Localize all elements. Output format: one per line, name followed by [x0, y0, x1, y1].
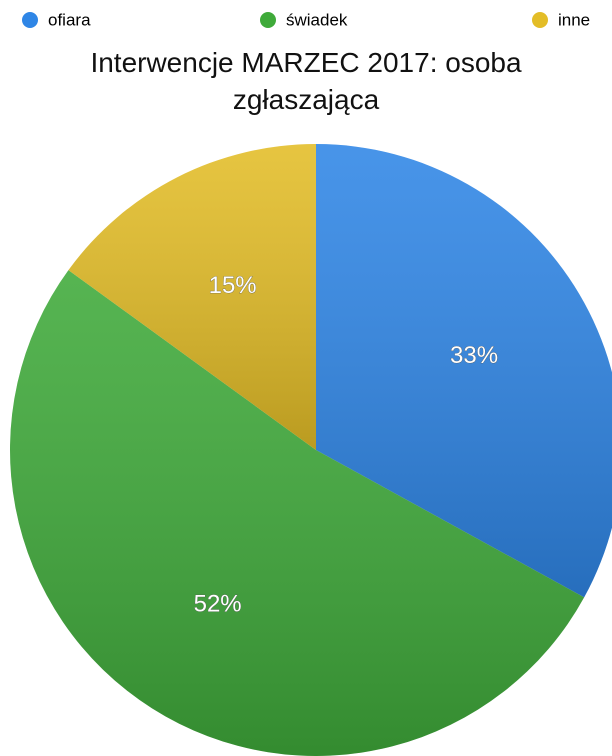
slice-label: 15%: [209, 272, 257, 299]
slice-label: 33%: [450, 342, 498, 369]
legend-label: inne: [558, 10, 590, 29]
legend-label: świadek: [286, 10, 348, 29]
slice-shade: [10, 270, 585, 756]
chart-title: Interwencje MARZEC 2017: osoba zgłaszają…: [90, 47, 522, 115]
legend-marker: [22, 12, 38, 28]
slice-shade: [68, 144, 316, 450]
legend-marker: [532, 12, 548, 28]
slice-shade: [316, 144, 612, 598]
slice-label: 52%: [194, 590, 242, 617]
legend-label: ofiara: [48, 10, 91, 29]
legend-marker: [260, 12, 276, 28]
